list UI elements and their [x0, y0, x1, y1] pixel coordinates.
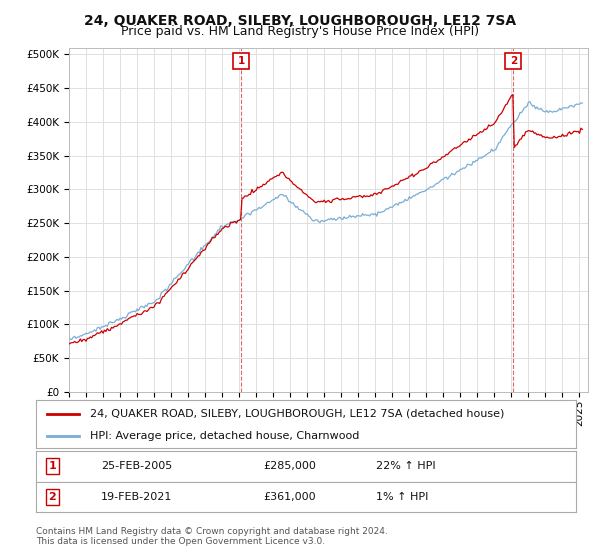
Text: 24, QUAKER ROAD, SILEBY, LOUGHBOROUGH, LE12 7SA: 24, QUAKER ROAD, SILEBY, LOUGHBOROUGH, L… [84, 14, 516, 28]
Text: 2: 2 [49, 492, 56, 502]
Text: 1% ↑ HPI: 1% ↑ HPI [376, 492, 428, 502]
Text: Price paid vs. HM Land Registry's House Price Index (HPI): Price paid vs. HM Land Registry's House … [121, 25, 479, 38]
Text: 2: 2 [510, 56, 517, 66]
Text: £361,000: £361,000 [263, 492, 316, 502]
Text: 1: 1 [49, 461, 56, 471]
Text: 19-FEB-2021: 19-FEB-2021 [101, 492, 172, 502]
Text: 25-FEB-2005: 25-FEB-2005 [101, 461, 172, 471]
Text: 22% ↑ HPI: 22% ↑ HPI [376, 461, 436, 471]
Text: 24, QUAKER ROAD, SILEBY, LOUGHBOROUGH, LE12 7SA (detached house): 24, QUAKER ROAD, SILEBY, LOUGHBOROUGH, L… [90, 409, 505, 419]
Text: 1: 1 [238, 56, 245, 66]
Text: HPI: Average price, detached house, Charnwood: HPI: Average price, detached house, Char… [90, 431, 359, 441]
Text: £285,000: £285,000 [263, 461, 316, 471]
Text: Contains HM Land Registry data © Crown copyright and database right 2024.
This d: Contains HM Land Registry data © Crown c… [36, 526, 388, 546]
